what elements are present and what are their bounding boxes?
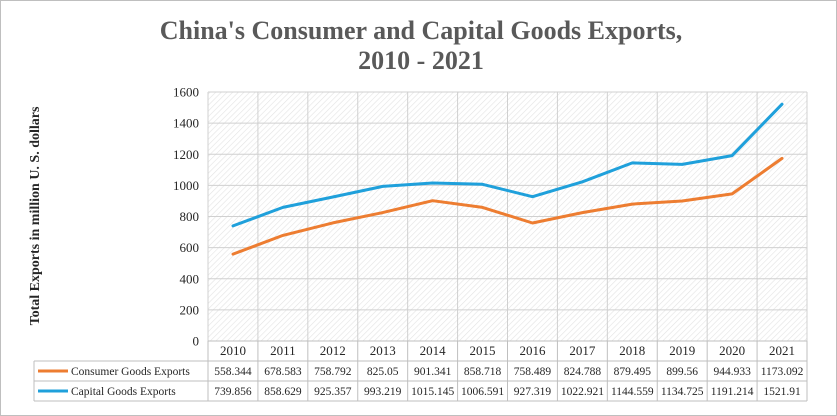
table-cell-value: 1134.725 [661, 386, 704, 398]
series-line-consumer-goods [231, 156, 784, 256]
table-cell-value: 944.933 [713, 366, 751, 378]
series-line-capital-goods [231, 102, 784, 228]
table-cell-value: 758.792 [314, 366, 352, 378]
table-cell-value: 1191.214 [711, 386, 754, 398]
table-cell-value: 825.05 [367, 366, 399, 378]
y-tick-label: 1400 [173, 116, 199, 131]
x-category-label: 2012 [320, 343, 346, 358]
series-lines [231, 102, 784, 256]
table-cell-value: 678.583 [264, 366, 302, 378]
table-cell-value: 993.219 [364, 386, 402, 398]
table-cell-value: 901.341 [414, 366, 452, 378]
y-tick-label: 400 [180, 271, 200, 286]
y-axis-label: Total Exports in million U. S. dollars [28, 106, 43, 325]
y-tick-label: 1600 [173, 85, 199, 100]
data-table: 2010 2011 2012 2013 2014 2015 2016 2017 2018 2019… [33, 340, 808, 402]
chart-title-line-2: 2010 - 2021 [358, 46, 484, 75]
table-cell-value: 879.495 [614, 366, 652, 378]
table-cell-value: 1006.591 [461, 386, 504, 398]
table-cell-value: 758.489 [514, 366, 552, 378]
x-category-label: 2015 [470, 343, 496, 358]
table-cell-value: 899.56 [666, 366, 698, 378]
y-tick-label: 1200 [173, 147, 199, 162]
table-cell-value: 1022.921 [561, 386, 604, 398]
table-cell-value: 1015.145 [411, 386, 454, 398]
table-cell-value: 858.718 [464, 366, 502, 378]
table-cell-value: 558.344 [214, 366, 252, 378]
x-category-label: 2018 [619, 343, 645, 358]
chart-title-line-1: China's Consumer and Capital Goods Expor… [160, 16, 683, 45]
y-tick-label: 1000 [173, 178, 199, 193]
x-category-label: 2021 [769, 343, 795, 358]
y-tick-label: 0 [193, 334, 200, 349]
x-category-label: 2017 [569, 343, 596, 358]
y-tick-label: 600 [180, 240, 200, 255]
x-category-label: 2010 [220, 343, 246, 358]
table-cell-value: 739.856 [214, 386, 252, 398]
legend-label: Consumer Goods Exports [71, 366, 190, 378]
x-category-label: 2016 [519, 343, 546, 358]
table-cell-value: 1521.91 [763, 386, 801, 398]
table-cell-value: 824.788 [564, 366, 602, 378]
x-category-label: 2013 [370, 343, 396, 358]
table-cell-value: 858.629 [264, 386, 302, 398]
table-cell-value: 927.319 [514, 386, 552, 398]
legend-label: Capital Goods Exports [71, 386, 176, 398]
table-cell-value: 925.357 [314, 386, 352, 398]
x-category-label: 2019 [669, 343, 695, 358]
x-category-label: 2014 [420, 343, 447, 358]
y-tick-labels: 0 200 400 600 800 1000 1200 1400 1600 [173, 85, 199, 349]
y-tick-label: 200 [180, 302, 200, 317]
table-cell-value: 1144.559 [611, 386, 654, 398]
x-category-label: 2020 [719, 343, 745, 358]
x-category-label: 2011 [270, 343, 296, 358]
table-cell-value: 1173.092 [761, 366, 804, 378]
y-tick-label: 800 [180, 209, 200, 224]
